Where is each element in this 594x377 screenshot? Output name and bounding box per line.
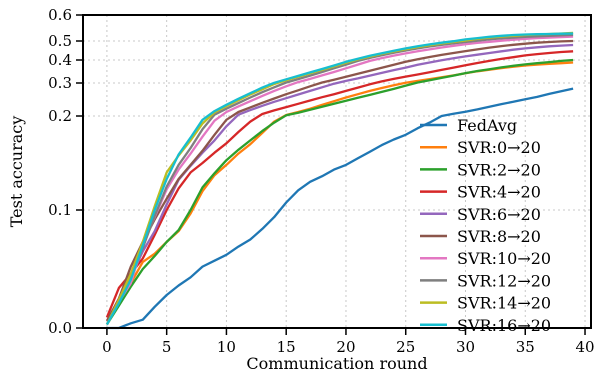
legend-label: SVR:16→20	[457, 316, 551, 335]
x-axis-label: Communication round	[246, 354, 427, 373]
legend: FedAvg SVR:0→20 SVR:2→20 SVR:4→20 SVR:6→20 SV…	[420, 116, 551, 335]
legend-label: SVR:0→20	[457, 138, 541, 157]
plot-frame	[82, 14, 592, 329]
legend-label: SVR:10→20	[457, 249, 551, 268]
x-tick-label: 30	[456, 338, 475, 356]
y-tick-label: 0.3	[48, 74, 72, 92]
legend-label: SVR:6→20	[457, 205, 541, 224]
legend-label: SVR:8→20	[457, 227, 541, 246]
x-tick-label: 5	[162, 338, 172, 356]
series-line	[105, 32, 574, 326]
y-tick-label: 0.5	[48, 32, 72, 50]
series-line	[105, 33, 574, 326]
x-tick-label: 15	[277, 338, 296, 356]
y-tick-label: 0.1	[48, 201, 72, 219]
y-axis-label: Test accuracy	[7, 116, 26, 228]
series-lines	[105, 31, 574, 330]
x-tick-label: 40	[575, 338, 594, 356]
legend-label: SVR:12→20	[457, 271, 551, 290]
y-tick-label: 0.4	[48, 51, 72, 69]
series-line	[105, 39, 574, 322]
y-tick-label: 0.2	[48, 107, 72, 125]
x-tick-label: 20	[336, 338, 355, 356]
y-tick-label: 0.6	[48, 6, 72, 24]
x-tick-label: 10	[217, 338, 236, 356]
series-line	[106, 87, 574, 330]
x-tick-label: 25	[396, 338, 415, 356]
legend-label: SVR:2→20	[457, 160, 541, 179]
y-tick-label: 0.0	[48, 319, 72, 337]
x-tick-label: 0	[102, 338, 112, 356]
legend-label: FedAvg	[457, 116, 517, 135]
legend-label: SVR:4→20	[457, 183, 541, 202]
legend-label: SVR:14→20	[457, 294, 551, 313]
series-line	[105, 58, 574, 326]
series-line	[105, 50, 574, 318]
axis-ticks: 0 5 10 15 20 25 30 35 40 0.0 0.1 0.2 0.3 0.40.5 0.6	[48, 6, 594, 356]
x-tick-label: 35	[516, 338, 535, 356]
series-line	[105, 35, 574, 326]
